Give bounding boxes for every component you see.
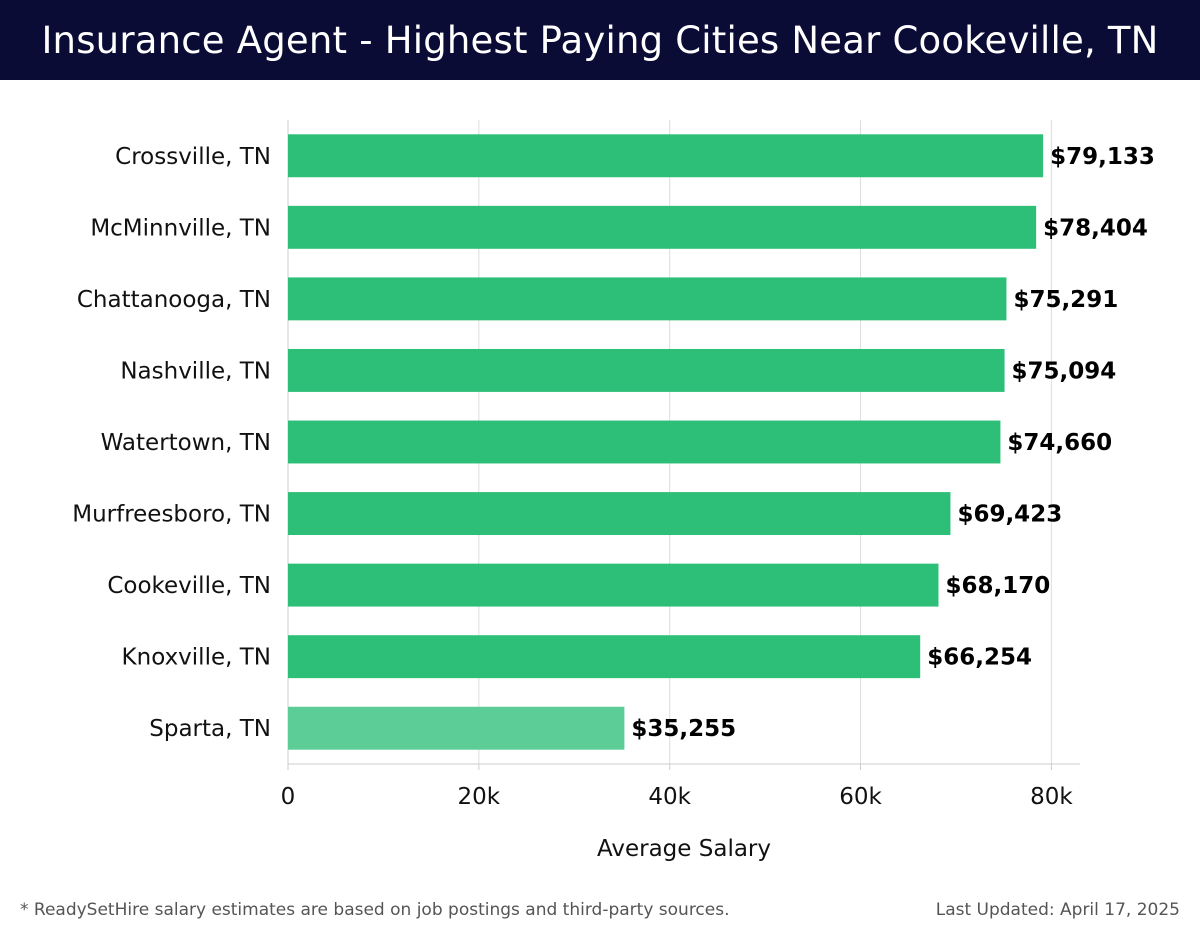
value-label: $35,255 — [631, 716, 736, 742]
value-label: $78,404 — [1043, 215, 1148, 241]
x-tick-label: 60k — [839, 784, 882, 810]
bar — [288, 635, 921, 679]
bar — [288, 492, 951, 536]
chart-title: Insurance Agent - Highest Paying Cities … — [41, 18, 1159, 62]
bar — [288, 205, 1037, 249]
category-label: Nashville, TN — [120, 358, 271, 384]
bar — [288, 348, 1005, 392]
value-label: $69,423 — [957, 502, 1062, 528]
category-label: Knoxville, TN — [122, 645, 271, 671]
footnote-text: * ReadySetHire salary estimates are base… — [20, 900, 730, 920]
value-label: $75,291 — [1013, 287, 1118, 313]
bar — [288, 706, 625, 750]
value-label: $79,133 — [1050, 144, 1155, 170]
category-label: Cookeville, TN — [107, 573, 271, 599]
category-label: Crossville, TN — [115, 144, 271, 170]
x-tick-label: 80k — [1030, 784, 1073, 810]
category-label: Murfreesboro, TN — [72, 502, 271, 528]
value-label: $75,094 — [1012, 358, 1117, 384]
x-tick-label: 0 — [281, 784, 296, 810]
bar — [288, 277, 1007, 321]
category-label: Sparta, TN — [149, 716, 271, 742]
x-axis-title: Average Salary — [597, 836, 771, 862]
category-label: Chattanooga, TN — [77, 287, 271, 313]
x-tick-label: 40k — [648, 784, 691, 810]
value-label: $74,660 — [1007, 430, 1112, 456]
value-label: $68,170 — [945, 573, 1050, 599]
bar-chart: 0 20k 40k 60k 80k Crossville, TN $79,133 McMinn… — [72, 120, 1155, 862]
last-updated-text: Last Updated: April 17, 2025 — [935, 900, 1180, 920]
header-bar: Insurance Agent - Highest Paying Cities … — [0, 0, 1200, 80]
x-tick-label: 20k — [458, 784, 501, 810]
category-label: McMinnville, TN — [90, 215, 271, 241]
bar — [288, 420, 1001, 464]
category-label: Watertown, TN — [101, 430, 271, 456]
bar — [288, 134, 1044, 178]
bar — [288, 563, 939, 607]
value-label: $66,254 — [927, 645, 1032, 671]
